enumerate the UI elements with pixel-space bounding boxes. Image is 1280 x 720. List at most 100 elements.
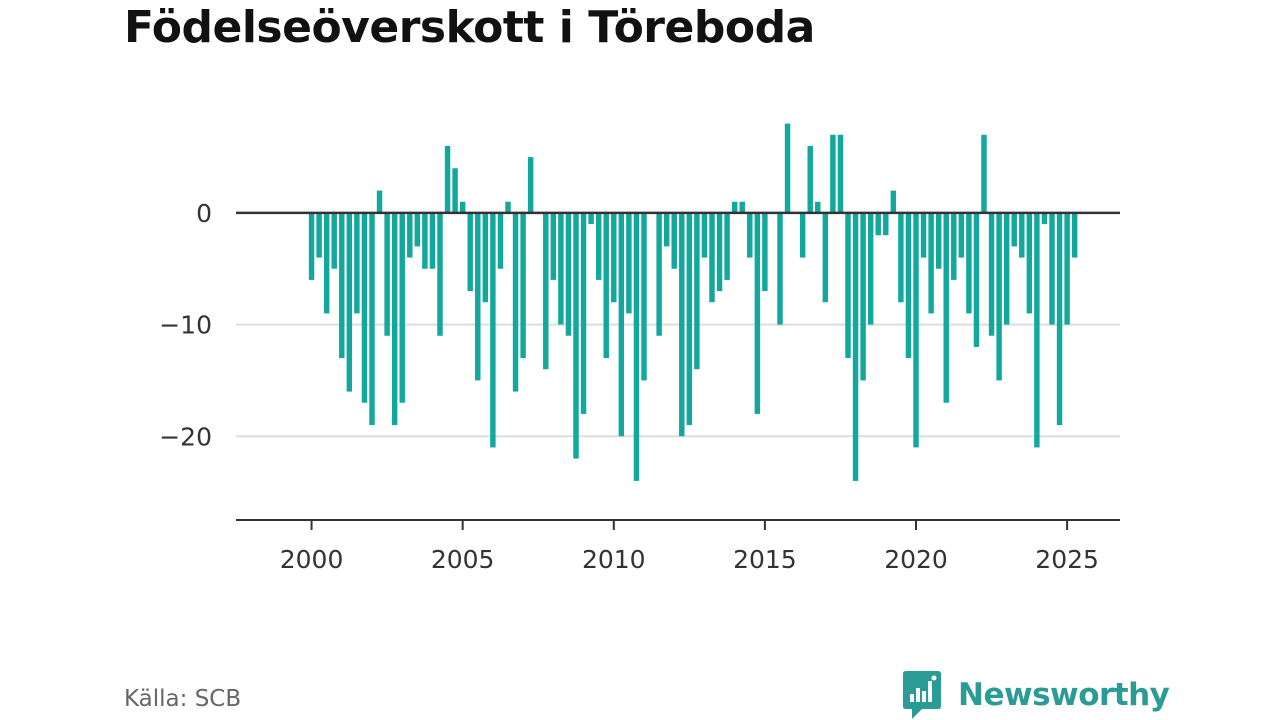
x-tick-label: 2000 [280, 545, 344, 574]
bar [694, 212, 700, 370]
bar [973, 212, 980, 347]
bar [656, 212, 662, 336]
bar [875, 212, 881, 236]
bar [731, 201, 738, 213]
bar [361, 212, 368, 403]
bar [716, 212, 723, 292]
bar [890, 190, 897, 213]
bar [679, 212, 685, 437]
x-tick-label: 2010 [582, 545, 646, 574]
bar [920, 212, 927, 258]
bar [399, 212, 405, 403]
bar [1041, 212, 1048, 225]
bar [580, 212, 587, 414]
bar [883, 212, 889, 236]
bar [573, 212, 579, 459]
brand-name: Newsworthy [958, 677, 1170, 713]
bar [799, 212, 806, 258]
bar [1011, 212, 1017, 247]
bar [762, 212, 768, 292]
bar [913, 212, 919, 448]
bar [996, 212, 1002, 381]
bar [459, 201, 466, 213]
bar [505, 201, 511, 213]
bar [1026, 212, 1033, 314]
bar [331, 212, 337, 269]
bar [512, 212, 519, 392]
bar [520, 212, 526, 359]
bar [830, 134, 836, 213]
bar [376, 190, 383, 213]
bar [467, 212, 473, 292]
bar [543, 212, 549, 370]
x-tick-label: 2020 [884, 545, 948, 574]
bar [497, 212, 504, 269]
bar [837, 134, 844, 213]
bar [475, 212, 481, 381]
bar [724, 212, 730, 280]
bar [339, 212, 345, 359]
bar [308, 212, 315, 280]
newsworthy-logo-icon [903, 671, 941, 719]
bar [633, 212, 640, 481]
bar [422, 212, 428, 269]
bar [671, 212, 677, 269]
bar [943, 212, 949, 403]
bar [784, 123, 791, 213]
bar [951, 212, 957, 280]
bar [1071, 212, 1078, 258]
bar [391, 212, 398, 426]
bar [490, 212, 496, 448]
bar [815, 201, 821, 213]
bar [550, 212, 557, 280]
bar [641, 212, 647, 381]
bar [603, 212, 609, 359]
bar [754, 212, 761, 414]
bar [611, 212, 617, 303]
bar [845, 212, 851, 359]
bar [452, 168, 458, 213]
y-tick-labels: 0 −10 −20 [159, 199, 212, 451]
bar [663, 212, 670, 247]
bar [1034, 212, 1040, 448]
y-tick-label: −10 [159, 311, 212, 340]
bar [1049, 212, 1055, 325]
bar [618, 212, 625, 437]
bar [1064, 212, 1070, 325]
bar [437, 212, 443, 336]
x-tick-label: 2015 [733, 545, 797, 574]
brand-logo: Newsworthy [902, 670, 1170, 720]
bar [558, 212, 564, 325]
x-tick-label: 2025 [1035, 545, 1099, 574]
bar [905, 212, 912, 359]
bar [1056, 212, 1063, 426]
bar [1019, 212, 1025, 258]
bar [407, 212, 413, 258]
bar [429, 212, 436, 269]
bar [981, 134, 987, 213]
bar [701, 212, 708, 258]
bar [444, 145, 451, 213]
bar [482, 212, 489, 303]
bar [626, 212, 632, 314]
bar [316, 212, 322, 258]
bar [898, 212, 904, 303]
bar [988, 212, 995, 336]
y-tick-label: 0 [196, 199, 212, 228]
bar [384, 212, 390, 336]
bar [323, 212, 330, 314]
axes [236, 211, 1120, 530]
bar [928, 212, 934, 314]
bar [354, 212, 360, 314]
bars [308, 123, 1078, 481]
bar [527, 157, 534, 213]
gridlines [236, 323, 1120, 438]
x-tick-label: 2005 [431, 545, 495, 574]
bar [867, 212, 874, 325]
bar [565, 212, 572, 336]
chart-title: Födelseöverskott i Töreboda [124, 2, 815, 53]
bar [852, 212, 859, 481]
bar [595, 212, 602, 280]
y-tick-label: −20 [159, 422, 212, 451]
bar [747, 212, 753, 258]
